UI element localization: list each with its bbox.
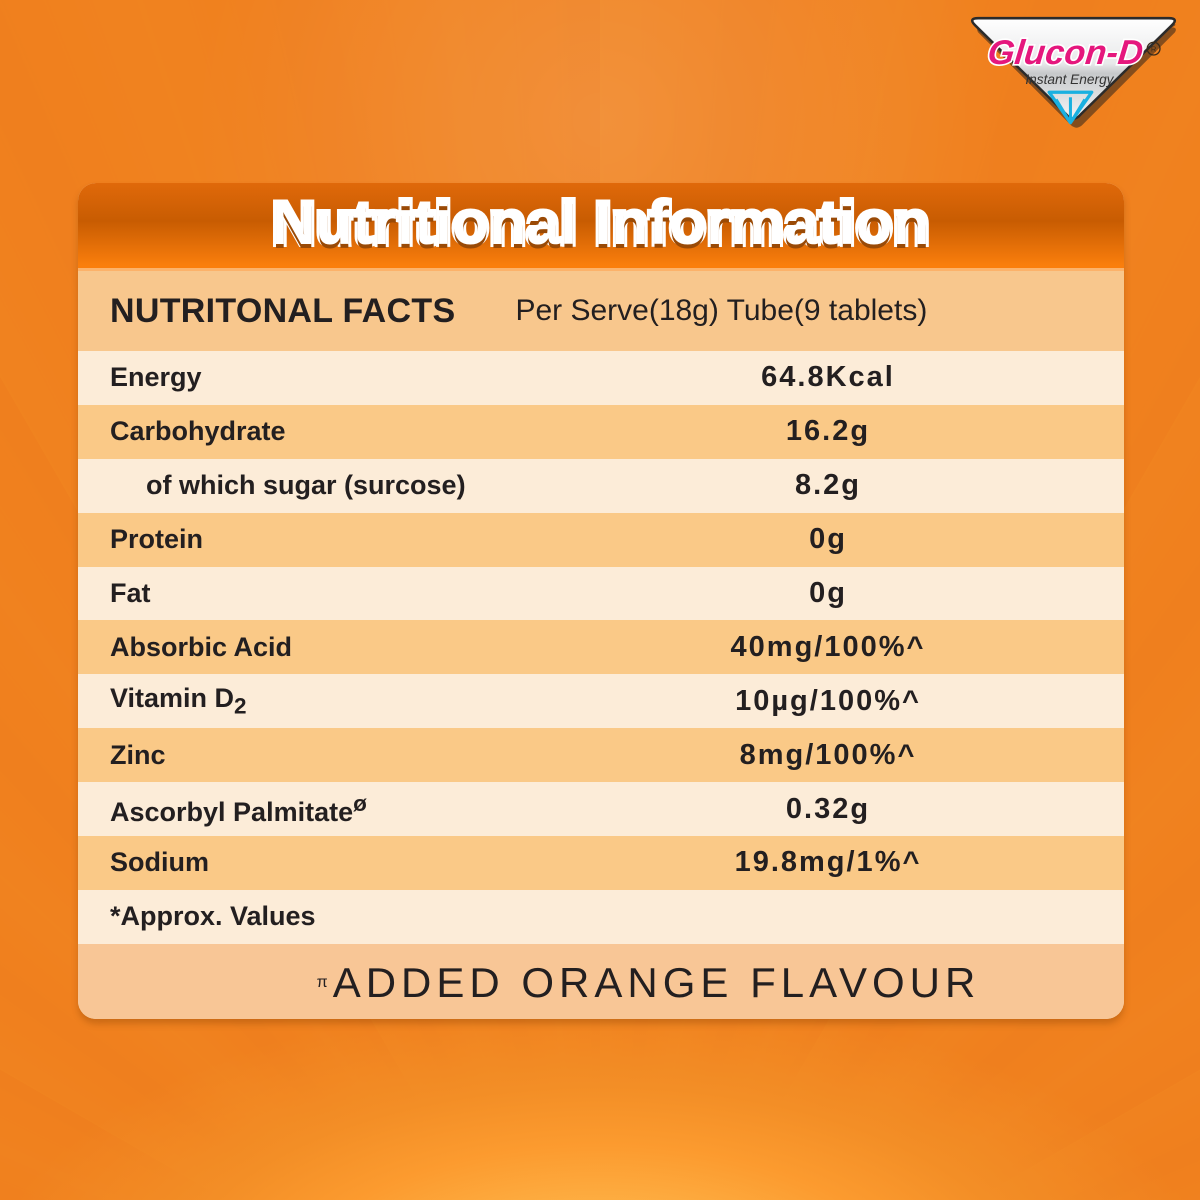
svg-text:R: R	[1151, 45, 1157, 54]
svg-text:Glucon-D: Glucon-D	[986, 34, 1145, 72]
svg-text:Instant Energy: Instant Energy	[1025, 72, 1114, 87]
